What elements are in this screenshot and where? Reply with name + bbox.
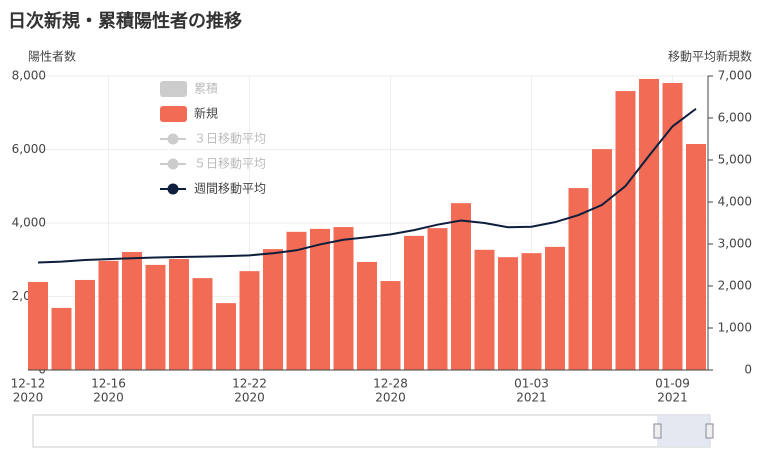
bar: [451, 203, 471, 370]
x-tick-year: 2020: [13, 391, 44, 405]
x-tick-year: 2021: [516, 391, 547, 405]
y-tick-label: 6,000: [12, 142, 46, 156]
y2-tick-label: 5,000: [718, 153, 752, 167]
x-tick-year: 2020: [93, 391, 124, 405]
bar: [521, 253, 542, 370]
y2-tick-label: 3,000: [718, 237, 752, 251]
legend-marker: [167, 158, 179, 170]
legend-item[interactable]: 新規: [160, 106, 218, 123]
y2-tick-label: 4,000: [718, 195, 752, 209]
line: [37, 107, 697, 264]
bar: [380, 281, 401, 370]
legend-swatch: [160, 106, 187, 122]
bar: [498, 257, 518, 370]
bar: [145, 264, 166, 370]
legend-label: 週間移動平均: [194, 182, 266, 196]
x-tick-year: 2020: [234, 391, 265, 405]
x-tick-label: 12-22: [232, 377, 267, 391]
bar: [286, 231, 307, 370]
bar: [333, 227, 354, 370]
bar: [357, 261, 377, 370]
bar: [545, 246, 565, 370]
legend-item[interactable]: 累積: [160, 81, 218, 98]
bar: [75, 279, 95, 370]
bar: [98, 260, 119, 370]
bar: [404, 235, 424, 370]
legend-item[interactable]: 週間移動平均: [160, 182, 266, 196]
y-tick-label: 8,000: [12, 69, 46, 83]
slider-handle[interactable]: [705, 423, 714, 439]
legend-item[interactable]: ３日移動平均: [160, 132, 266, 146]
bar: [662, 82, 683, 371]
y-tick-label: 4,000: [12, 216, 46, 230]
bar: [216, 303, 236, 370]
bar: [568, 188, 589, 370]
slider-track[interactable]: [32, 414, 711, 448]
y2-tick-label: 1,000: [718, 321, 752, 335]
bar: [28, 281, 48, 370]
x-tick-label: 12-12: [11, 377, 46, 391]
legend-label: 新規: [194, 106, 218, 121]
legend-label: ３日移動平均: [194, 132, 266, 146]
y2-axis-title: 移動平均新規数: [668, 49, 752, 64]
slider-window[interactable]: [657, 415, 710, 447]
bar: [686, 143, 706, 370]
bar: [192, 278, 213, 370]
x-tick-year: 2020: [375, 391, 406, 405]
legend-marker: [167, 133, 179, 145]
range-slider[interactable]: [32, 414, 714, 448]
bar: [263, 249, 283, 370]
bar: [474, 249, 495, 370]
y-axis-title: 陽性者数: [28, 49, 76, 64]
legend-label: 累積: [194, 81, 218, 96]
x-tick-label: 01-03: [514, 377, 549, 391]
slider-handle[interactable]: [653, 423, 662, 439]
legend-marker: [167, 183, 179, 195]
bar: [51, 307, 72, 370]
bar: [122, 252, 142, 370]
x-tick-year: 2021: [657, 391, 688, 405]
bar: [639, 78, 659, 370]
y2-tick-label: 2,000: [718, 279, 752, 293]
y2-tick-label: 0: [744, 363, 752, 377]
x-tick-label: 12-28: [373, 377, 408, 391]
bar: [169, 259, 189, 370]
bar: [310, 228, 330, 370]
bar: [239, 271, 260, 370]
bar: [615, 91, 636, 370]
legend-swatch: [160, 81, 187, 97]
x-tick-label: 01-09: [655, 377, 690, 391]
bar: [427, 228, 448, 370]
y2-tick-label: 7,000: [718, 69, 752, 83]
legend-label: ５日移動平均: [194, 157, 266, 171]
y2-tick-label: 6,000: [718, 111, 752, 125]
legend-item[interactable]: ５日移動平均: [160, 157, 266, 171]
chart-title: 日次新規・累積陽性者の推移: [8, 10, 242, 32]
bar: [592, 149, 612, 370]
x-tick-label: 12-16: [91, 377, 126, 391]
